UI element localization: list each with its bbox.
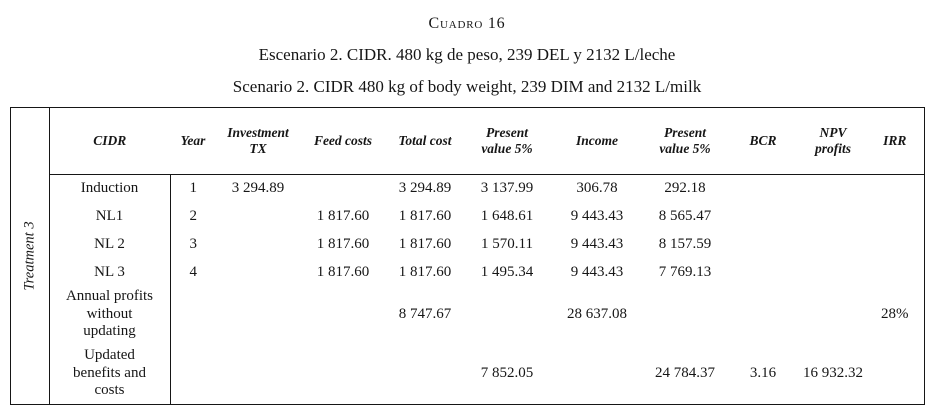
table-cell bbox=[800, 175, 866, 203]
table-cell: 1 817.60 bbox=[316, 236, 370, 252]
table-cell bbox=[644, 287, 726, 343]
table-cell: 4 bbox=[189, 264, 198, 280]
table-cell: 292.18 bbox=[664, 180, 706, 197]
header-npv-profits: NPV profits bbox=[800, 107, 866, 175]
table-row-nl1: NL1 2 1 817.60 1 817.60 1 648.61 9 443.4… bbox=[10, 202, 924, 231]
table-cell: 1 817.60 bbox=[398, 236, 452, 252]
table-caption: Cuadro 16 Escenario 2. CIDR. 480 kg de p… bbox=[0, 0, 934, 97]
header-total-cost: Total cost bbox=[386, 107, 464, 175]
header-irr: IRR bbox=[866, 107, 924, 175]
table-subtitle-spanish: Escenario 2. CIDR. 480 kg de peso, 239 D… bbox=[258, 45, 676, 64]
financial-table: Treatment 3 CIDR Year Investment TX Feed… bbox=[9, 107, 925, 405]
table-subtitle-english: Scenario 2. CIDR 480 kg of body weight, … bbox=[232, 77, 702, 96]
table-cell bbox=[300, 343, 386, 405]
row-label: Annual profits without updating bbox=[49, 286, 171, 343]
table-cell: 1 817.60 bbox=[316, 264, 370, 280]
table-cell: 16 932.32 bbox=[803, 364, 863, 381]
table-cell bbox=[216, 203, 300, 231]
table-cell: 3.16 bbox=[749, 364, 777, 381]
header-bcr: BCR bbox=[726, 107, 800, 175]
table-cell bbox=[866, 343, 924, 405]
table-cell bbox=[866, 231, 924, 259]
header-present-value-income: Present value 5% bbox=[644, 107, 726, 175]
table-caption-number: Cuadro 16 bbox=[428, 15, 506, 32]
row-label: NL 3 bbox=[49, 258, 171, 287]
table-cell: 306.78 bbox=[576, 180, 618, 197]
table-row-nl2: NL 2 3 1 817.60 1 817.60 1 570.11 9 443.… bbox=[10, 230, 924, 259]
treatment-group-cell: Treatment 3 bbox=[10, 107, 50, 405]
header-year: Year bbox=[170, 107, 216, 175]
treatment-group-label: Treatment 3 bbox=[21, 221, 37, 291]
header-present-value-costs: Present value 5% bbox=[464, 107, 550, 175]
table-cell: 7 769.13 bbox=[658, 264, 712, 280]
table-cell bbox=[800, 231, 866, 259]
table-row-updated-benefits: Updated benefits and costs 7 852.05 24 7… bbox=[10, 342, 924, 405]
table-cell bbox=[550, 343, 644, 405]
table-cell bbox=[216, 231, 300, 259]
table-cell: 8 565.47 bbox=[658, 208, 712, 224]
table-row-nl3: NL 3 4 1 817.60 1 817.60 1 495.34 9 443.… bbox=[10, 258, 924, 287]
table-cell bbox=[300, 287, 386, 343]
table-cell bbox=[866, 259, 924, 287]
table-cell: 1 648.61 bbox=[480, 208, 534, 224]
table-cell: 1 817.60 bbox=[316, 208, 370, 224]
table-cell bbox=[866, 203, 924, 231]
table-cell: 9 443.43 bbox=[570, 208, 624, 224]
table-cell bbox=[386, 343, 464, 405]
table-cell: 28% bbox=[881, 306, 909, 322]
table-cell bbox=[726, 259, 800, 287]
table-cell bbox=[216, 343, 300, 405]
header-cidr: CIDR bbox=[49, 107, 170, 175]
header-row: Treatment 3 CIDR Year Investment TX Feed… bbox=[10, 107, 924, 405]
row-label: Induction bbox=[49, 174, 171, 203]
table-cell bbox=[464, 287, 550, 343]
table-cell: 8 157.59 bbox=[658, 236, 712, 252]
table-cell bbox=[170, 343, 216, 405]
table-cell: 3 294.89 bbox=[398, 180, 452, 197]
table-cell: 1 817.60 bbox=[398, 264, 452, 280]
table-cell: 3 bbox=[189, 236, 198, 252]
table-cell: 2 bbox=[189, 208, 198, 224]
table-cell bbox=[216, 259, 300, 287]
table-cell bbox=[216, 287, 300, 343]
header-income: Income bbox=[550, 107, 644, 175]
table-cell bbox=[726, 203, 800, 231]
table-row-induction: Induction 1 3 294.89 3 294.89 3 137.99 3… bbox=[10, 174, 924, 203]
table-cell: 1 570.11 bbox=[481, 236, 533, 252]
table-cell bbox=[726, 231, 800, 259]
table-row-annual-profits: Annual profits without updating 8 747.67… bbox=[10, 286, 924, 343]
table-cell: 9 443.43 bbox=[570, 236, 624, 252]
row-label: NL 2 bbox=[49, 230, 171, 259]
table-cell bbox=[800, 259, 866, 287]
table-cell: 24 784.37 bbox=[655, 364, 715, 381]
table-cell: 1 817.60 bbox=[398, 208, 452, 224]
header-investment-tx: Investment TX bbox=[216, 107, 300, 175]
table-cell bbox=[726, 175, 800, 203]
row-label: NL1 bbox=[49, 202, 171, 231]
table-cell: 8 747.67 bbox=[398, 306, 452, 322]
table-cell: 7 852.05 bbox=[480, 364, 534, 381]
table-cell: 3 137.99 bbox=[480, 180, 534, 197]
table-cell bbox=[300, 175, 386, 203]
table-cell: 28 637.08 bbox=[567, 306, 627, 322]
table-cell bbox=[800, 203, 866, 231]
table-cell bbox=[726, 287, 800, 343]
table-cell: 3 294.89 bbox=[231, 180, 285, 197]
header-feed-costs: Feed costs bbox=[300, 107, 386, 175]
table-cell: 9 443.43 bbox=[570, 264, 624, 280]
table-cell bbox=[800, 287, 866, 343]
table-cell bbox=[866, 175, 924, 203]
row-label: Updated benefits and costs bbox=[49, 342, 171, 405]
table-cell bbox=[170, 287, 216, 343]
table-cell: 1 bbox=[189, 180, 198, 197]
table-cell: 1 495.34 bbox=[480, 264, 534, 280]
